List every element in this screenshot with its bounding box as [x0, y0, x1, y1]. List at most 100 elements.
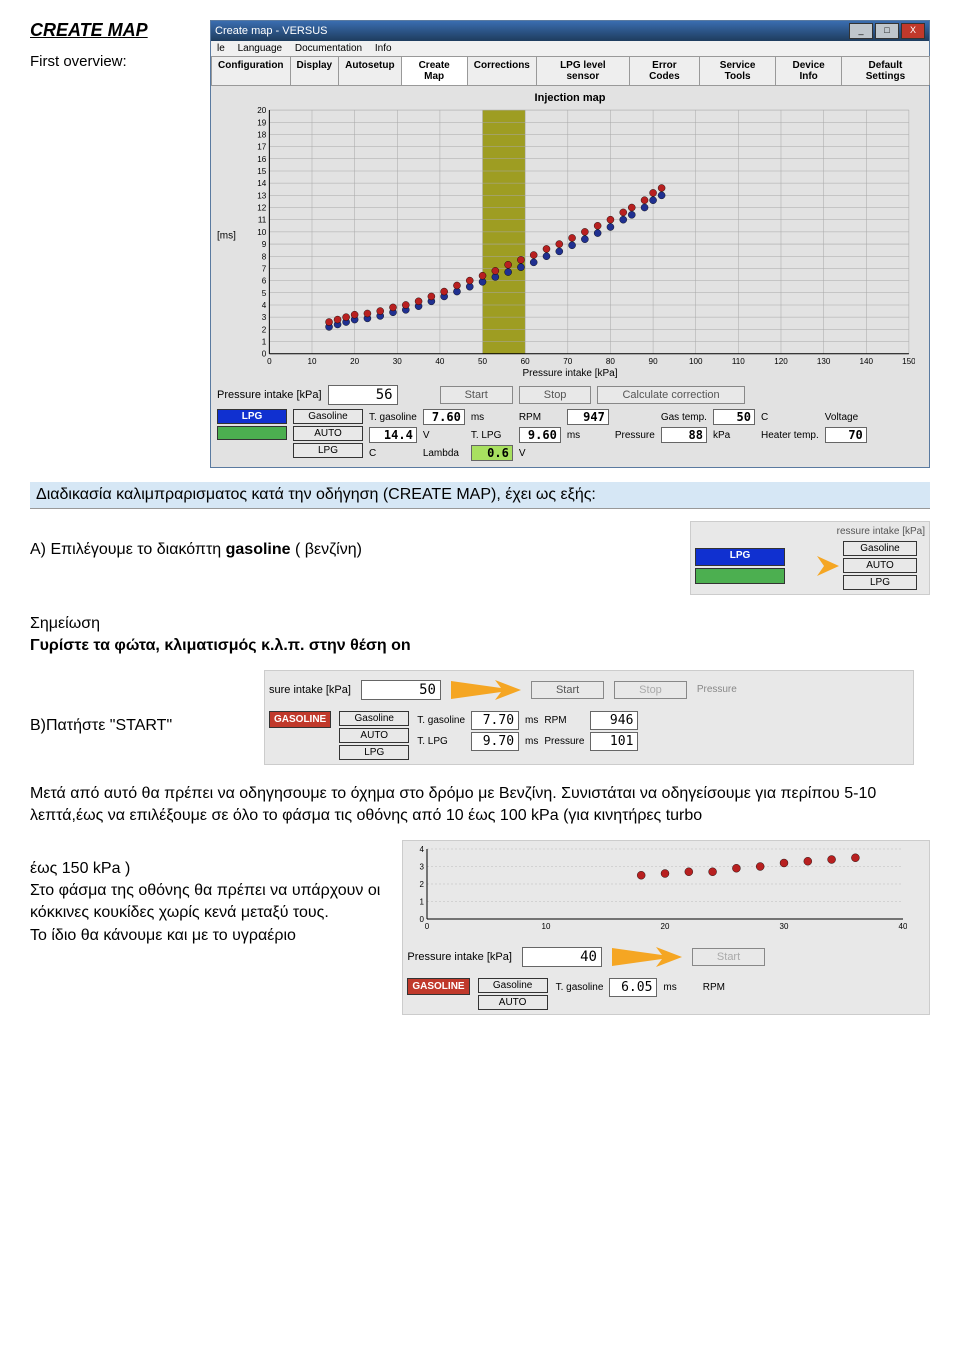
stat-label: T. gasoline	[417, 715, 465, 726]
tab-create-map[interactable]: Create Map	[401, 56, 468, 85]
stop-button[interactable]: Stop	[519, 386, 592, 404]
start-button[interactable]: Start	[440, 386, 513, 404]
svg-text:120: 120	[774, 357, 788, 366]
stat-unit: V	[423, 430, 465, 441]
tab-display[interactable]: Display	[290, 56, 340, 85]
mini-chart: 01234010203040	[407, 845, 907, 935]
stat-value: 88	[661, 427, 707, 443]
chart-title: Injection map	[217, 92, 923, 104]
calculate-button[interactable]: Calculate correction	[597, 386, 744, 404]
mode-lpg2[interactable]: LPG	[339, 745, 409, 760]
svg-text:10: 10	[307, 357, 317, 366]
svg-text:20: 20	[661, 922, 670, 931]
svg-text:10: 10	[542, 922, 551, 931]
tab-lpg-level-sensor[interactable]: LPG level sensor	[536, 56, 630, 85]
svg-text:13: 13	[257, 191, 267, 200]
svg-text:9: 9	[262, 240, 267, 249]
stat-value: 947	[567, 409, 609, 425]
tab-error-codes[interactable]: Error Codes	[629, 56, 700, 85]
pressure-value: 50	[361, 680, 441, 700]
stat-unit: kPa	[713, 430, 755, 441]
mode-gasoline-selected[interactable]: GASOLINE	[407, 978, 469, 995]
stat-value: 946	[590, 711, 638, 730]
svg-text:30: 30	[393, 357, 403, 366]
mode-auto[interactable]: AUTO	[293, 426, 363, 441]
tab-service-tools[interactable]: Service Tools	[699, 56, 776, 85]
tab-configuration[interactable]: Configuration	[211, 56, 291, 85]
menu-item[interactable]: Language	[238, 43, 283, 54]
mode-auto[interactable]: AUTO	[843, 558, 917, 573]
mode-lpg2[interactable]: LPG	[843, 575, 917, 590]
menu-item[interactable]: Info	[375, 43, 392, 54]
stat-unit: ms	[663, 982, 676, 993]
svg-text:4: 4	[262, 301, 267, 310]
stat-label: Pressure	[615, 430, 655, 441]
stat-unit: C	[369, 448, 417, 459]
mode-gasoline[interactable]: Gasoline	[843, 541, 917, 556]
stat-label: Pressure	[544, 736, 584, 747]
maximize-button[interactable]: □	[875, 23, 899, 39]
menu-item[interactable]: Documentation	[295, 43, 362, 54]
menubar: le Language Documentation Info	[211, 41, 929, 56]
step-b-text: B)Πατήστε "START"	[30, 715, 250, 737]
mode-indicator	[695, 568, 785, 584]
pressure-label: Pressure intake [kPa]	[407, 951, 512, 963]
stat-unit: C	[761, 412, 819, 423]
pressure-word: Pressure	[697, 684, 737, 695]
stat-value: 7.70	[471, 711, 519, 730]
stat-value: 6.05	[609, 978, 657, 997]
snippet-a: ressure intake [kPa] LPG Gasoline AUTO L…	[690, 521, 930, 595]
svg-text:2: 2	[262, 325, 267, 334]
note-body: Γυρίστε τα φώτα, κλιματισμός κ.λ.π. στην…	[30, 635, 930, 657]
svg-text:0: 0	[425, 922, 430, 931]
svg-text:5: 5	[262, 289, 267, 298]
mode-gasoline-selected[interactable]: GASOLINE	[269, 711, 331, 728]
svg-text:14: 14	[257, 179, 267, 188]
stat-label: Gas temp.	[661, 412, 707, 423]
svg-text:40: 40	[899, 922, 907, 931]
pressure-intake-label: Pressure intake [kPa]	[217, 389, 322, 401]
injection-chart: [ms] 01234567891011121314151617181920010…	[245, 106, 915, 366]
stat-unit: ms	[525, 715, 538, 726]
svg-text:70: 70	[563, 357, 573, 366]
tab-autosetup[interactable]: Autosetup	[338, 56, 401, 85]
svg-text:140: 140	[859, 357, 873, 366]
start-button[interactable]: Start	[692, 948, 765, 966]
mode-auto[interactable]: AUTO	[478, 995, 548, 1010]
mode-lpg[interactable]: LPG	[695, 548, 785, 566]
mode-auto[interactable]: AUTO	[339, 728, 409, 743]
window-titlebar: Create map - VERSUS _ □ X	[211, 21, 929, 41]
svg-text:0: 0	[262, 350, 267, 359]
minimize-button[interactable]: _	[849, 23, 873, 39]
stat-value: 50	[713, 409, 755, 425]
mode-gasoline[interactable]: Gasoline	[293, 409, 363, 424]
highlight-line: Διαδικασία καλιμπραρισματος κατά την οδή…	[30, 482, 930, 509]
tab-device-info[interactable]: Device Info	[775, 56, 842, 85]
snippet-b: sure intake [kPa] 50 Start Stop Pressure…	[264, 670, 914, 765]
pressure-intake-value: 56	[328, 385, 398, 405]
arrow-icon	[789, 546, 839, 586]
snippet-c: 01234010203040 Pressure intake [kPa] 40 …	[402, 840, 930, 1015]
svg-text:40: 40	[435, 357, 445, 366]
tab-corrections[interactable]: Corrections	[467, 56, 537, 85]
svg-text:60: 60	[521, 357, 531, 366]
mode-gasoline[interactable]: Gasoline	[339, 711, 409, 726]
stat-value: 0.6	[471, 445, 513, 461]
svg-text:90: 90	[649, 357, 659, 366]
mode-lpg2[interactable]: LPG	[293, 443, 363, 458]
mode-gasoline[interactable]: Gasoline	[478, 978, 548, 993]
tab-default-settings[interactable]: Default Settings	[841, 56, 930, 85]
svg-text:100: 100	[689, 357, 703, 366]
start-button[interactable]: Start	[531, 681, 604, 699]
menu-item[interactable]: le	[217, 43, 225, 54]
svg-text:19: 19	[257, 118, 267, 127]
step-a-prefix: A) Eπιλέγουμε το διακόπτη	[30, 541, 226, 558]
mode-lpg[interactable]: LPG	[217, 409, 287, 424]
note-heading: Σημείωση	[30, 613, 930, 635]
stop-button[interactable]: Stop	[614, 681, 687, 699]
close-button[interactable]: X	[901, 23, 925, 39]
app-window: Create map - VERSUS _ □ X le Language Do…	[210, 20, 930, 468]
svg-text:15: 15	[257, 167, 267, 176]
stat-label: RPM	[703, 982, 725, 993]
svg-text:7: 7	[262, 264, 267, 273]
